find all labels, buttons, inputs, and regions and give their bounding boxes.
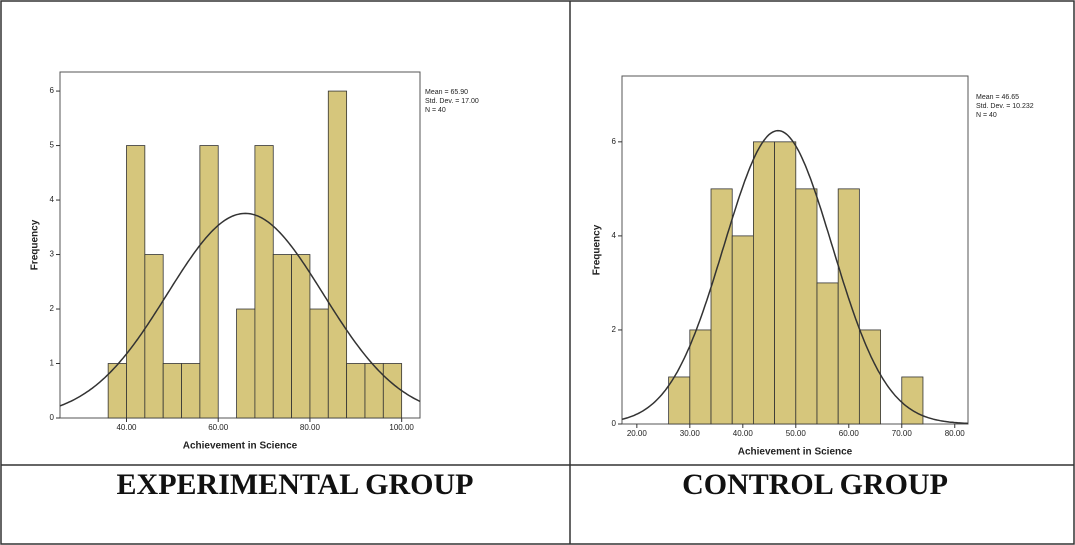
y-tick-label: 6 [612,137,617,146]
bar [199,145,219,419]
x-tick-label: 20.00 [627,429,648,438]
stat-label: N = 40 [976,112,997,119]
bar [689,329,712,425]
x-tick-label: 100.00 [389,423,414,432]
bar [901,376,924,425]
x-tick-label: 40.00 [116,423,137,432]
bar [858,329,881,425]
x-tick-label: 40.00 [733,429,754,438]
y-tick-label: 0 [612,419,617,428]
bar [236,308,256,419]
y-tick-label: 2 [50,304,55,313]
bar [731,235,754,425]
x-tick-label: 30.00 [680,429,701,438]
bar [837,188,860,425]
stat-label: Std. Dev. = 10.232 [976,103,1034,110]
x-axis-label: Achievement in Science [738,447,853,458]
bar [144,254,164,419]
bar [795,188,818,425]
normal-curve [59,212,421,407]
y-tick-label: 4 [50,195,55,204]
y-tick-label: 1 [50,359,55,368]
bar [254,145,274,419]
stat-label: N = 40 [425,107,446,114]
bar [668,376,691,425]
bar [162,363,182,419]
bar [309,308,329,419]
bar [346,363,366,419]
x-tick-label: 60.00 [208,423,229,432]
normal-curve [621,129,969,425]
x-tick-label: 80.00 [300,423,321,432]
stat-label: Mean = 65.90 [425,89,468,96]
x-tick-label: 70.00 [892,429,913,438]
stat-label: Mean = 46.65 [976,94,1019,101]
bar [816,282,839,425]
y-tick-label: 2 [612,325,617,334]
x-tick-label: 50.00 [786,429,807,438]
bar [126,145,146,419]
y-tick-label: 3 [50,250,55,259]
bar [327,90,348,419]
bar [272,254,292,419]
x-tick-label: 60.00 [839,429,860,438]
bar [774,141,797,425]
x-tick-label: 80.00 [945,429,966,438]
bar [753,141,776,425]
bar [710,188,733,425]
y-tick-label: 4 [612,231,617,240]
y-axis-label: Frequency [592,224,603,275]
y-axis-label: Frequency [30,219,41,270]
stat-label: Std. Dev. = 17.00 [425,98,479,105]
x-axis-label: Achievement in Science [183,441,298,452]
caption: EXPERIMENTAL GROUP [117,468,474,501]
bar [181,363,201,419]
y-tick-label: 0 [50,413,55,422]
bar [291,254,311,419]
y-tick-label: 5 [50,141,55,150]
bar [382,363,403,419]
caption: CONTROL GROUP [682,468,948,501]
y-tick-label: 6 [50,86,55,95]
